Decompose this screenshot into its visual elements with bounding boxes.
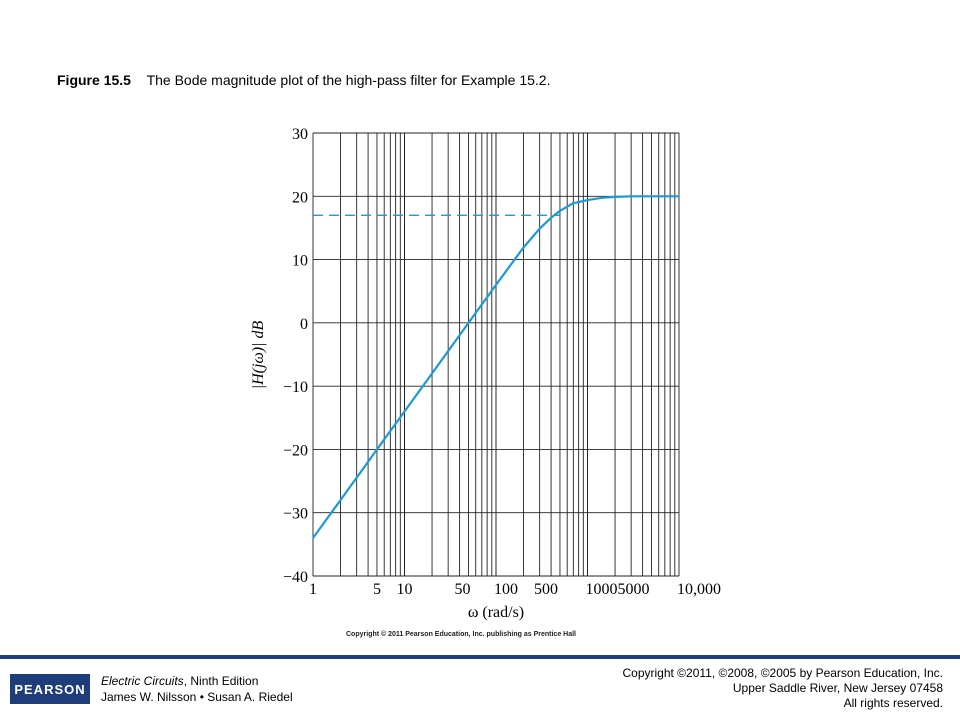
x-axis-label: ω (rad/s) (468, 604, 524, 621)
y-tick-label: −10 (283, 379, 308, 396)
y-tick-label: 0 (300, 316, 308, 333)
rights-line-2: Upper Saddle River, New Jersey 07458 (732, 681, 943, 695)
x-tick-label: 5 (373, 581, 381, 598)
rights-line-3: All rights reserved. (843, 696, 943, 710)
x-tick-label: 5000 (617, 581, 649, 598)
footer-rule (0, 655, 960, 659)
x-tick-label: 10,000 (677, 581, 721, 598)
rights-line-1: Copyright ©2011, ©2008, ©2005 by Pearson… (622, 666, 943, 680)
figure-caption: Figure 15.5 The Bode magnitude plot of t… (57, 72, 550, 88)
x-tick-label: 100 (494, 581, 518, 598)
x-tick-label: 500 (534, 581, 558, 598)
book-info: Electric Circuits, Ninth Edition James W… (101, 673, 293, 705)
pearson-logo: PEARSON (10, 674, 90, 704)
y-tick-label: −30 (283, 506, 308, 523)
figure-caption-text: The Bode magnitude plot of the high-pass… (146, 72, 551, 88)
book-title-line: Electric Circuits, Ninth Edition (101, 673, 293, 689)
publisher-rights: Copyright ©2011, ©2008, ©2005 by Pearson… (622, 666, 943, 711)
y-tick-label: 30 (292, 126, 308, 143)
x-tick-label: 1 (309, 581, 317, 598)
y-tick-label: −20 (283, 442, 308, 459)
y-tick-label: 10 (292, 253, 308, 270)
curve-layer (312, 195, 679, 539)
magnitude-curve (312, 195, 679, 539)
y-tick-label: 20 (292, 189, 308, 206)
figure-label: Figure 15.5 (57, 72, 131, 88)
x-tick-label: 1000 (586, 581, 618, 598)
copyright-credit: Copyright © 2011 Pearson Education, Inc.… (346, 631, 576, 638)
x-tick-label: 10 (397, 581, 413, 598)
grid (312, 132, 680, 577)
book-edition: , Ninth Edition (183, 674, 259, 688)
y-tick-label: −40 (283, 569, 308, 586)
x-tick-label: 50 (454, 581, 470, 598)
y-axis-label: |H(jω)| dB (250, 321, 267, 390)
book-authors: James W. Nilsson • Susan A. Riedel (101, 690, 293, 704)
book-title: Electric Circuits (101, 674, 184, 688)
